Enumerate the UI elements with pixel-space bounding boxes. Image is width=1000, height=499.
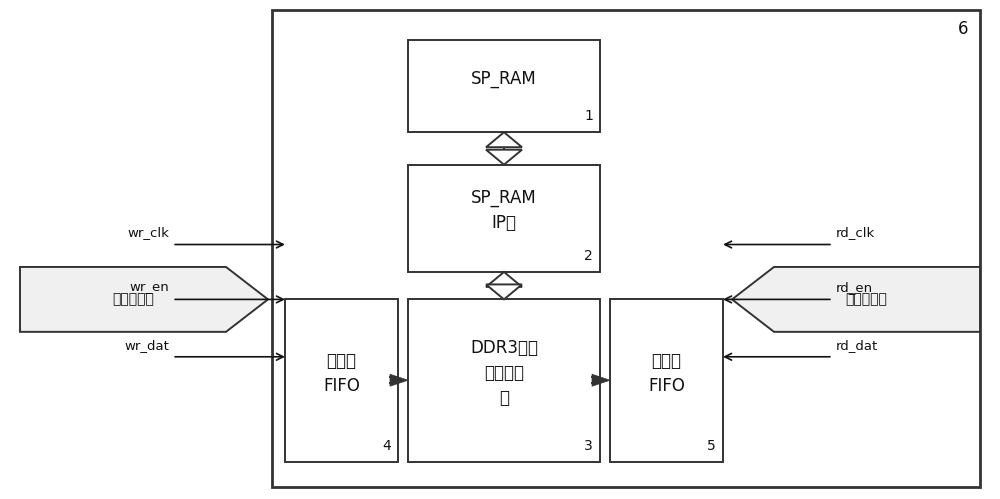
Bar (408, 165, 600, 272)
Polygon shape (20, 267, 268, 332)
Text: rd_clk: rd_clk (836, 227, 875, 240)
Text: 输入数据流: 输入数据流 (113, 292, 154, 306)
Polygon shape (486, 150, 522, 165)
Text: 读数据
FIFO: 读数据 FIFO (648, 351, 685, 395)
Text: 4: 4 (382, 439, 391, 453)
Text: SP_RAM
IP核: SP_RAM IP核 (471, 189, 537, 233)
Bar (272, 10, 980, 487)
Text: DDR3读写
状态控制
机: DDR3读写 状态控制 机 (470, 339, 538, 407)
Polygon shape (486, 132, 522, 147)
Bar (610, 299, 723, 462)
Text: rd_dat: rd_dat (836, 339, 878, 352)
Polygon shape (390, 374, 408, 386)
Polygon shape (732, 267, 980, 332)
Text: wr_dat: wr_dat (124, 339, 169, 352)
Bar (285, 299, 398, 462)
Text: 3: 3 (584, 439, 593, 453)
Text: wr_en: wr_en (129, 281, 169, 294)
Polygon shape (592, 374, 610, 386)
Text: SP_RAM: SP_RAM (471, 69, 537, 88)
Polygon shape (486, 284, 522, 299)
Text: wr_clk: wr_clk (127, 227, 169, 240)
Text: 1: 1 (584, 109, 593, 123)
Text: 写数据
FIFO: 写数据 FIFO (323, 351, 360, 395)
Text: rd_en: rd_en (836, 281, 873, 294)
Bar (408, 299, 600, 462)
Polygon shape (486, 272, 522, 287)
Text: 5: 5 (707, 439, 716, 453)
Text: 6: 6 (958, 20, 968, 38)
Text: 输出数据流: 输出数据流 (846, 292, 887, 306)
Bar (408, 40, 600, 132)
Text: 2: 2 (584, 249, 593, 263)
